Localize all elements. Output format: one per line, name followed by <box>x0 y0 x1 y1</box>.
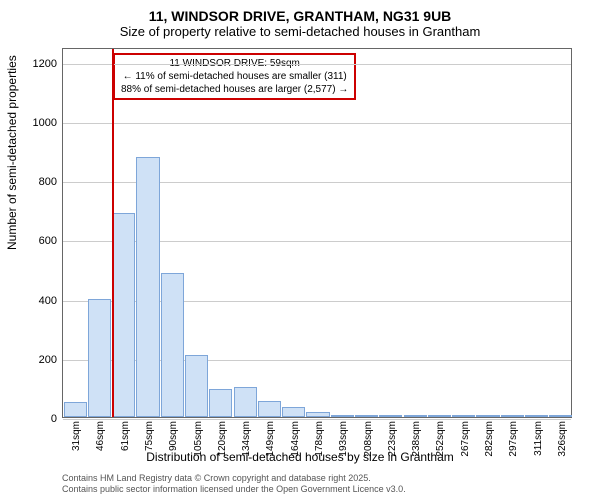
histogram-bar <box>88 299 111 417</box>
property-marker-line <box>112 49 114 417</box>
histogram-bar <box>525 415 548 417</box>
histogram-bar <box>258 401 281 417</box>
ytick-label: 1000 <box>33 117 57 129</box>
histogram-bar <box>331 415 354 417</box>
ytick-label: 600 <box>39 235 57 247</box>
histogram-bar <box>209 389 232 417</box>
histogram-bar <box>379 415 402 417</box>
histogram-bar <box>428 415 451 417</box>
histogram-bar <box>234 387 257 417</box>
chart-subtitle: Size of property relative to semi-detach… <box>0 24 600 39</box>
histogram-bar <box>476 415 499 417</box>
xtick-label: 75sqm <box>144 421 155 451</box>
histogram-bar <box>404 415 427 417</box>
x-axis-label: Distribution of semi-detached houses by … <box>0 450 600 464</box>
histogram-bar <box>185 355 208 417</box>
histogram-bar <box>161 273 184 417</box>
gridline <box>63 419 571 420</box>
histogram-bar <box>282 407 305 417</box>
histogram-bar <box>136 157 159 417</box>
histogram-bar <box>549 415 572 417</box>
ytick-label: 400 <box>39 295 57 307</box>
attribution: Contains HM Land Registry data © Crown c… <box>62 473 406 496</box>
xtick-label: 61sqm <box>120 421 131 451</box>
ytick-label: 0 <box>51 413 57 425</box>
chart-title: 11, WINDSOR DRIVE, GRANTHAM, NG31 9UB <box>0 0 600 24</box>
xtick-label: 31sqm <box>71 421 82 451</box>
annotation-line3: 88% of semi-detached houses are larger (… <box>121 83 348 96</box>
histogram-bar <box>64 402 87 417</box>
y-axis-label: Number of semi-detached properties <box>5 55 19 250</box>
ytick-label: 200 <box>39 354 57 366</box>
histogram-bar <box>355 415 378 417</box>
gridline <box>63 64 571 65</box>
gridline <box>63 123 571 124</box>
annotation-box: 11 WINDSOR DRIVE: 59sqm ← 11% of semi-de… <box>113 53 356 100</box>
histogram-bar <box>452 415 475 417</box>
xtick-label: 90sqm <box>168 421 179 451</box>
plot-area: 11 WINDSOR DRIVE: 59sqm ← 11% of semi-de… <box>62 48 572 418</box>
histogram-bar <box>501 415 524 417</box>
ytick-label: 1200 <box>33 58 57 70</box>
histogram-bar <box>306 412 329 417</box>
xtick-label: 46sqm <box>95 421 106 451</box>
histogram-bar <box>112 213 135 417</box>
attribution-line2: Contains public sector information licen… <box>62 484 406 496</box>
attribution-line1: Contains HM Land Registry data © Crown c… <box>62 473 406 485</box>
annotation-line2: ← 11% of semi-detached houses are smalle… <box>121 70 348 83</box>
ytick-label: 800 <box>39 176 57 188</box>
